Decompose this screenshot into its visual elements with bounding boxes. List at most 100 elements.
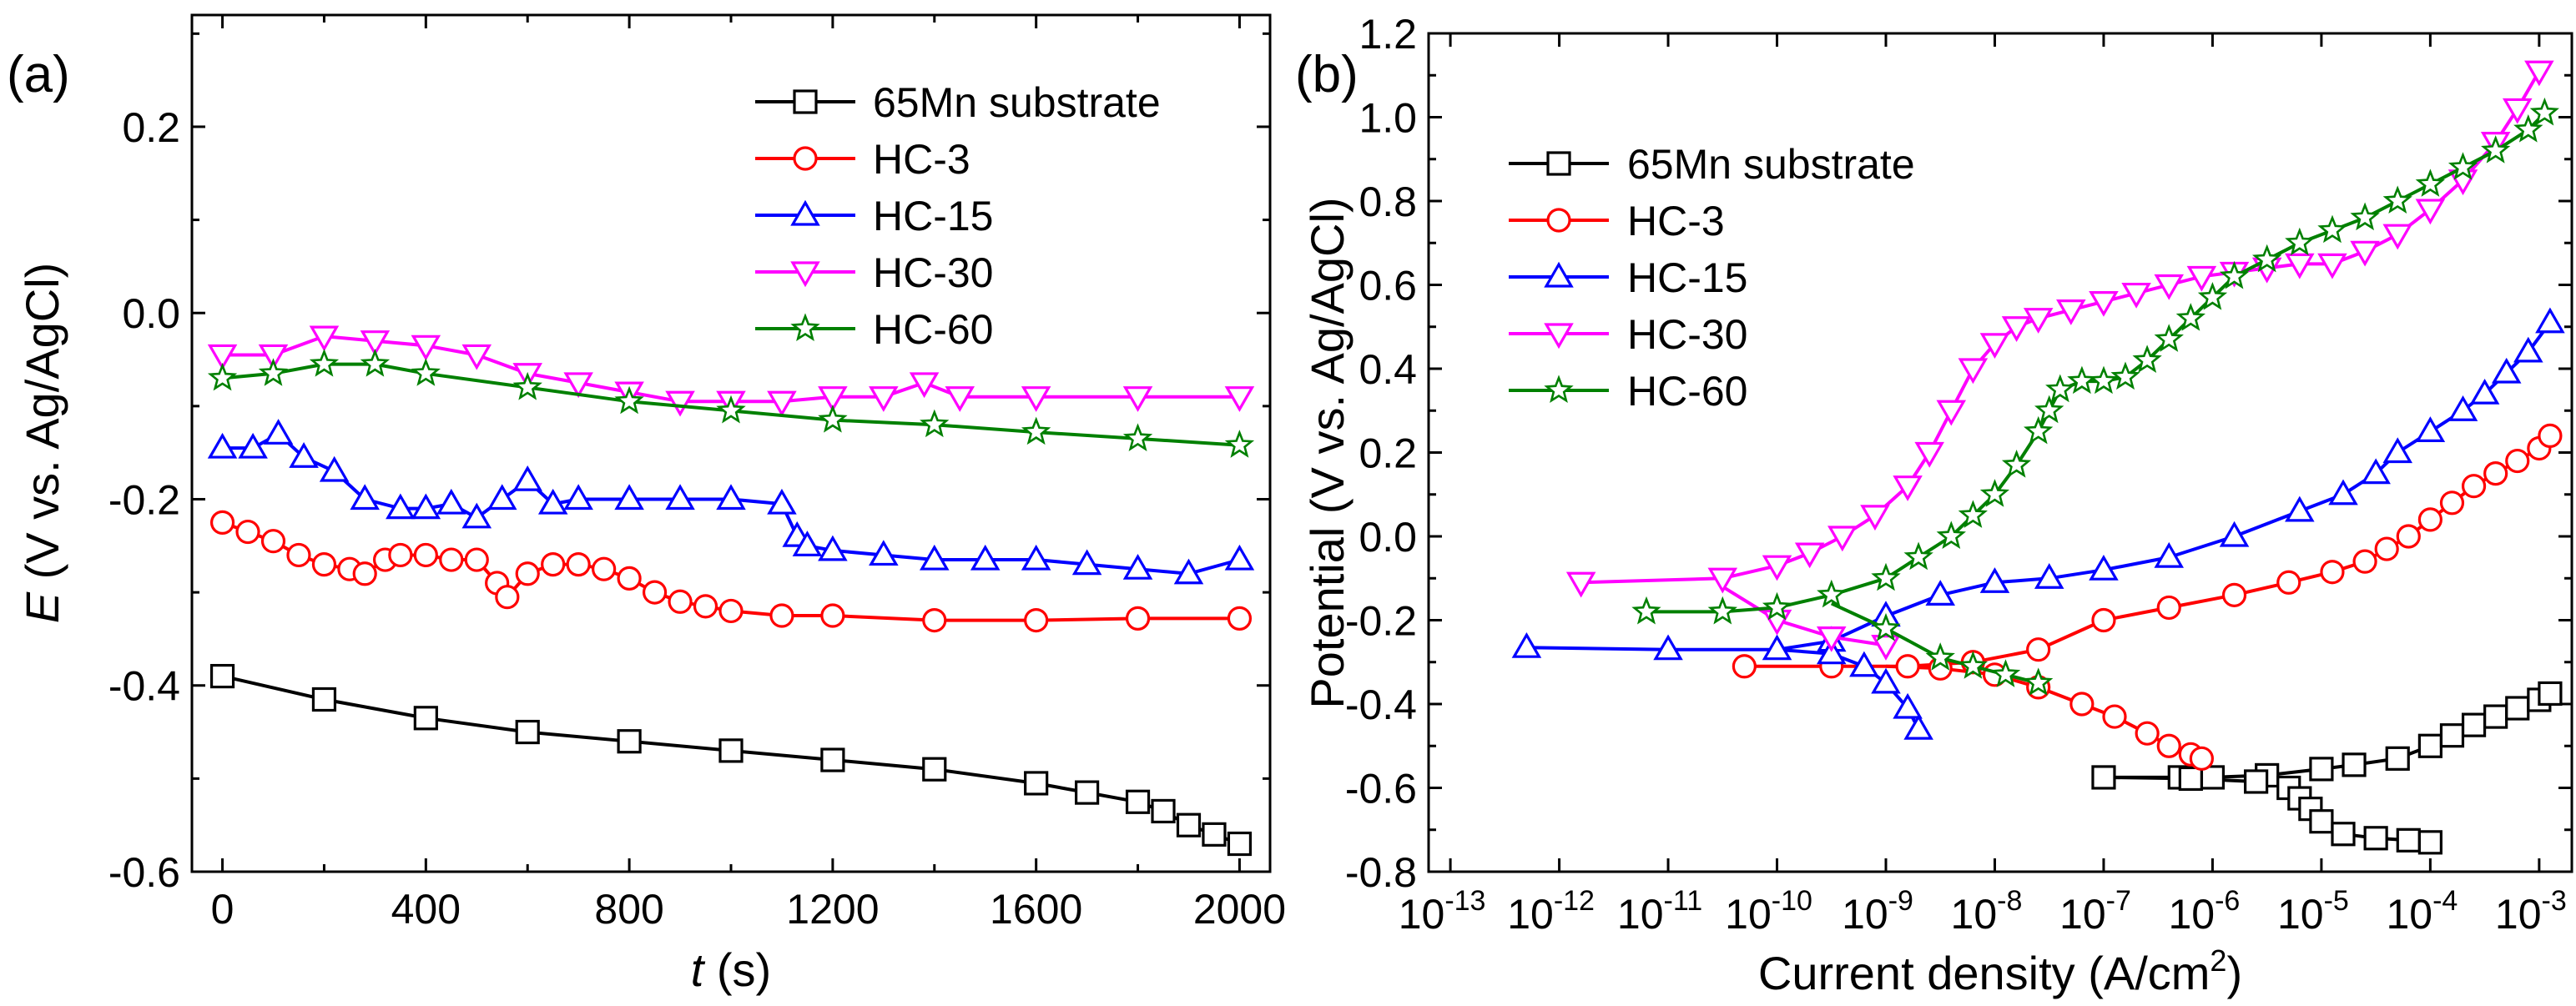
data-point [1936,521,1966,549]
data-point [818,405,848,433]
series-b-hc-3 [1732,423,2563,771]
data-point [818,535,848,561]
data-point [464,547,489,572]
data-point [2342,752,2367,777]
series-b-hc-60 [1631,97,2559,696]
legend-item-hc-60: HC-60 [1509,368,1747,415]
legend-item-hc-3: HC-3 [1509,198,1725,244]
series-a-hc-3 [209,510,1253,633]
data-point [2309,757,2334,782]
legend-marker [793,89,818,114]
data-point [238,432,268,459]
panel-a-xlabel-unit: (s) [703,943,771,996]
data-point [2505,696,2530,721]
series-anodic-line-hc-3 [1744,435,2552,668]
data-point [209,663,235,689]
a-xtick-label: 800 [594,886,663,933]
data-point [869,386,899,412]
panel-a-ylabel-var: E [16,591,68,623]
data-point [2461,712,2487,737]
data-point [260,529,286,554]
data-point [909,372,940,399]
legend-label: HC-3 [873,136,970,183]
legend-label: HC-60 [1627,368,1747,415]
data-point [2132,345,2162,374]
data-point [2417,507,2442,532]
data-point [716,395,746,424]
legend-item-65mn-substrate: 65Mn substrate [755,79,1161,126]
legend-item-hc-30: HC-30 [755,249,993,296]
legend-marker [790,199,820,226]
data-point [718,598,744,624]
data-point [207,344,238,370]
panel-a-legend: 65Mn substrate HC-3 HC-15 HC-30 HC-60 [755,79,1161,353]
data-point [2331,822,2356,847]
data-point [869,540,899,566]
data-point [1707,567,1738,594]
data-point [1202,822,1227,847]
data-point [2491,357,2522,384]
data-point [1224,544,1255,571]
data-point [1227,831,1253,857]
data-point [2067,365,2097,395]
data-point [2001,450,2032,478]
data-point [1227,606,1253,631]
data-point [617,566,642,591]
data-point [2186,265,2217,292]
data-point [2317,253,2347,279]
data-point [512,465,542,491]
b-ytick-label: 0.2 [1359,430,1417,477]
data-point [1871,612,1901,641]
data-point [2023,308,2054,334]
data-point [2285,495,2315,522]
panel-a-ticks: 0 400 800 1200 1600 2000 -0.6 -0.4 -0.2 0.0 0.2 [108,15,1286,933]
data-point [1021,386,1051,412]
data-point [2089,365,2119,395]
data-point [1732,654,1757,679]
data-point [2221,582,2247,607]
data-point [718,738,744,763]
data-point [2483,461,2508,486]
data-point [2091,607,2116,633]
data-point [716,484,746,511]
data-point [461,502,492,529]
b-xtick-label: 10-6 [2168,885,2240,938]
data-point [665,390,695,417]
data-point [2024,667,2054,696]
b-xtick-label: 10-12 [1507,885,1595,938]
a-ytick-label: -0.2 [108,476,180,523]
data-point [263,419,294,445]
data-point [2382,224,2413,250]
data-point [2447,152,2478,180]
data-point [2244,769,2269,794]
data-point [2469,378,2500,405]
data-point [2197,282,2228,310]
legend-item-hc-15: HC-15 [1509,254,1747,301]
data-point [1903,713,1933,740]
panel-b-series [1511,60,2565,855]
legend-marker [1544,375,1574,403]
data-point [2447,395,2478,421]
data-point [922,607,947,633]
data-point [2328,479,2358,506]
data-point [617,729,642,754]
data-point [2502,98,2533,124]
panel-a: (a) 0 400 800 1200 1600 2000 -0.6 -0.4 -0.2 0.0 0.… [7,13,1286,996]
data-point [1224,430,1255,458]
series-cathodic-line-hc-30 [1722,585,1887,647]
data-point [541,552,566,577]
data-point [2001,316,2032,342]
data-point [693,594,718,619]
data-point [2034,395,2064,424]
data-point [2524,60,2554,87]
data-point [1958,500,1988,528]
data-point [2045,374,2075,403]
data-point [2089,291,2119,317]
data-point [350,484,380,511]
data-point [614,385,644,415]
data-point [411,334,441,361]
data-point [352,561,377,586]
data-point [1762,555,1792,581]
data-point [289,442,319,468]
